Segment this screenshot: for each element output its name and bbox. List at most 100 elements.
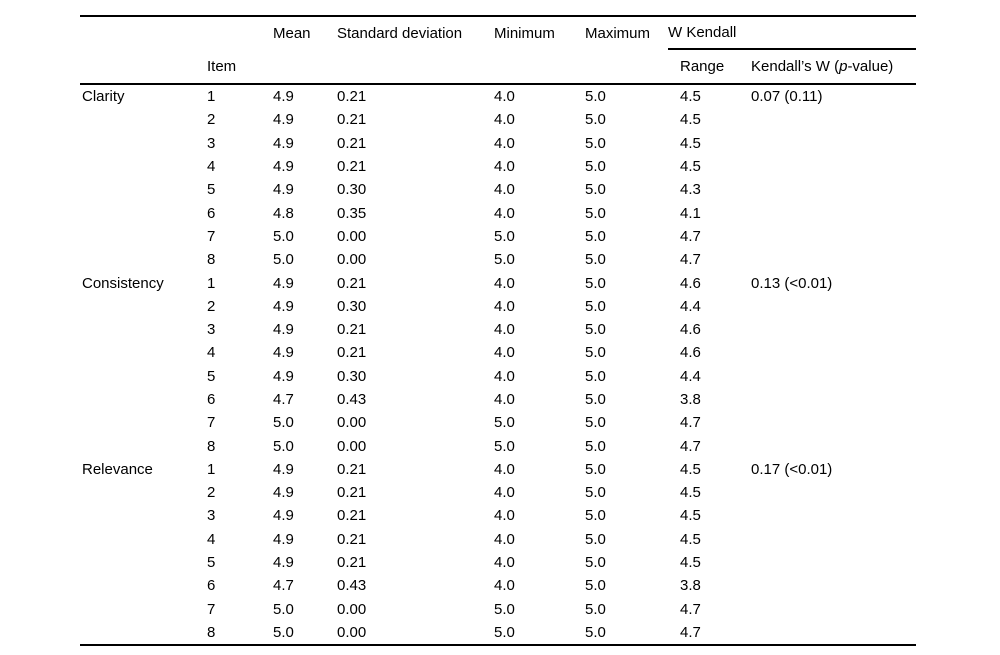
- kendalls-w-cell: [751, 388, 916, 411]
- sd-cell: 0.21: [337, 158, 367, 176]
- max-cell: 5.0: [585, 344, 606, 362]
- table-row: 2 4.9 0.21 4.0 5.0 4.5: [80, 108, 916, 131]
- header-empty-category: [80, 16, 207, 49]
- item-cell: 2: [207, 297, 216, 315]
- kendalls-w-cell: 0.13 (<0.01): [751, 274, 833, 292]
- mean-cell: 4.9: [273, 554, 294, 572]
- min-cell: 5.0: [494, 227, 515, 245]
- mean-cell: 5.0: [273, 623, 294, 641]
- header-empty-item: [207, 16, 273, 49]
- sd-cell: 0.21: [337, 321, 367, 339]
- item-cell: 5: [207, 367, 216, 385]
- mean-cell: 4.9: [273, 181, 294, 199]
- table-row: 2 4.9 0.30 4.0 5.0 4.4: [80, 295, 916, 318]
- range-cell: 4.5: [680, 134, 701, 152]
- table-body: Clarity 1 4.9 0.21 4.0 5.0 4.5 0.07 (0.11) 2 4.9 0…: [80, 84, 916, 645]
- min-cell: 4.0: [494, 321, 515, 339]
- max-cell: 5.0: [585, 414, 606, 432]
- category-cell: [80, 528, 207, 551]
- range-cell: 4.5: [680, 484, 701, 502]
- category-cell: [80, 411, 207, 434]
- mean-cell: 4.9: [273, 367, 294, 385]
- item-cell: 1: [207, 274, 216, 292]
- min-cell: 4.0: [494, 297, 515, 315]
- category-cell: [80, 132, 207, 155]
- item-cell: 3: [207, 134, 216, 152]
- sd-cell: 0.21: [337, 88, 367, 106]
- mean-cell: 5.0: [273, 251, 294, 269]
- range-cell: 4.7: [680, 600, 701, 618]
- kendalls-w-cell: [751, 108, 916, 131]
- item-cell: 8: [207, 437, 216, 455]
- kendalls-w-cell: [751, 621, 916, 645]
- max-cell: 5.0: [585, 507, 606, 525]
- range-cell: 4.5: [680, 88, 701, 106]
- category-cell: [80, 108, 207, 131]
- sd-cell: 0.30: [337, 297, 367, 315]
- max-cell: 5.0: [585, 321, 606, 339]
- table-row: 3 4.9 0.21 4.0 5.0 4.5: [80, 132, 916, 155]
- range-cell: 4.1: [680, 204, 701, 222]
- item-cell: 6: [207, 577, 216, 595]
- table-row: Relevance 1 4.9 0.21 4.0 5.0 4.5 0.17 (<0.01): [80, 458, 916, 481]
- mean-cell: 4.9: [273, 344, 294, 362]
- range-cell: 4.5: [680, 158, 701, 176]
- kendalls-w-cell: [751, 574, 916, 597]
- header-empty-mean: [273, 49, 337, 85]
- item-cell: 2: [207, 111, 216, 129]
- sd-cell: 0.21: [337, 484, 367, 502]
- max-cell: 5.0: [585, 484, 606, 502]
- table-row: 6 4.7 0.43 4.0 5.0 3.8: [80, 574, 916, 597]
- table-row: 7 5.0 0.00 5.0 5.0 4.7: [80, 411, 916, 434]
- max-cell: 5.0: [585, 251, 606, 269]
- category-cell: [80, 574, 207, 597]
- sd-cell: 0.43: [337, 577, 367, 595]
- mean-cell: 4.9: [273, 274, 294, 292]
- table-row: 7 5.0 0.00 5.0 5.0 4.7: [80, 598, 916, 621]
- min-cell: 4.0: [494, 484, 515, 502]
- mean-cell: 4.9: [273, 88, 294, 106]
- table-row: Consistency 1 4.9 0.21 4.0 5.0 4.6 0.13 (<0.01): [80, 271, 916, 294]
- range-cell: 4.6: [680, 344, 701, 362]
- category-cell: [80, 201, 207, 224]
- table-row: 4 4.9 0.21 4.0 5.0 4.5: [80, 155, 916, 178]
- kendalls-w-cell: [751, 434, 916, 457]
- header-range: Range: [668, 49, 751, 85]
- category-cell: [80, 248, 207, 271]
- mean-cell: 4.9: [273, 111, 294, 129]
- kendalls-w-cell: [751, 365, 916, 388]
- item-cell: 6: [207, 204, 216, 222]
- mean-cell: 4.9: [273, 134, 294, 152]
- sd-cell: 0.00: [337, 227, 367, 245]
- table-row: Clarity 1 4.9 0.21 4.0 5.0 4.5 0.07 (0.11): [80, 84, 916, 108]
- header-standard-deviation: Standard deviation: [337, 24, 463, 42]
- mean-cell: 4.8: [273, 204, 294, 222]
- category-cell: [80, 388, 207, 411]
- kendalls-w-cell: [751, 295, 916, 318]
- range-cell: 4.7: [680, 414, 701, 432]
- range-cell: 4.4: [680, 297, 701, 315]
- header-minimum: Minimum: [494, 24, 555, 42]
- min-cell: 5.0: [494, 623, 515, 641]
- table-row: 5 4.9 0.21 4.0 5.0 4.5: [80, 551, 916, 574]
- range-cell: 4.5: [680, 460, 701, 478]
- range-cell: 4.6: [680, 321, 701, 339]
- sd-cell: 0.21: [337, 530, 367, 548]
- item-cell: 2: [207, 484, 216, 502]
- min-cell: 4.0: [494, 88, 515, 106]
- header-maximum: Maximum: [585, 24, 651, 42]
- max-cell: 5.0: [585, 134, 606, 152]
- mean-cell: 4.9: [273, 158, 294, 176]
- kendalls-w-cell: [751, 201, 916, 224]
- max-cell: 5.0: [585, 437, 606, 455]
- table-row: 6 4.7 0.43 4.0 5.0 3.8: [80, 388, 916, 411]
- table-row: 8 5.0 0.00 5.0 5.0 4.7: [80, 621, 916, 645]
- min-cell: 5.0: [494, 600, 515, 618]
- category-cell: [80, 621, 207, 645]
- category-cell: [80, 598, 207, 621]
- min-cell: 4.0: [494, 204, 515, 222]
- kendalls-w-cell: [751, 132, 916, 155]
- range-cell: 4.7: [680, 251, 701, 269]
- category-cell: Relevance: [82, 460, 153, 478]
